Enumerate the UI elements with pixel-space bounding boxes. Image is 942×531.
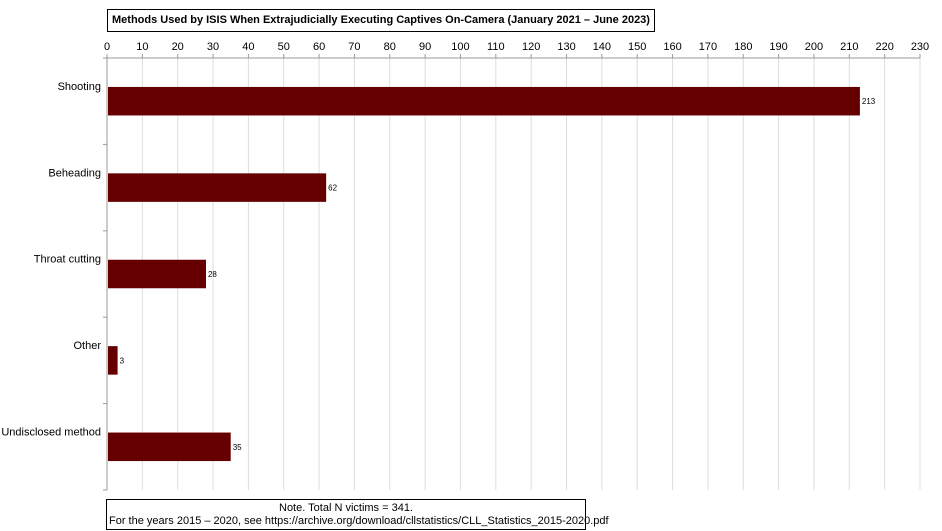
x-tick-label: 70 [348,41,360,53]
bar [108,86,860,116]
x-tick-label: 50 [278,41,290,53]
x-tick-label: 120 [522,41,540,53]
data-label: 35 [233,443,242,452]
data-label: 28 [208,270,217,279]
x-tick-label: 0 [104,41,110,53]
x-tick-label: 60 [313,41,325,53]
bar [108,432,231,462]
x-tick-label: 10 [136,41,148,53]
category-label: Other [73,340,101,352]
category-label: Beheading [48,167,101,179]
data-label: 213 [862,97,876,106]
x-tick-label: 180 [734,41,752,53]
x-tick-label: 200 [805,41,823,53]
x-tick-label: 30 [207,41,219,53]
x-tick-label: 110 [487,41,505,53]
category-label: Undisclosed method [1,427,101,439]
x-tick-label: 220 [875,41,893,53]
x-tick-label: 230 [911,41,929,53]
x-tick-label: 140 [593,41,611,53]
note-line-1: Note. Total N victims = 341. [279,502,413,514]
x-tick-label: 190 [769,41,787,53]
x-tick-label: 150 [628,41,646,53]
bar [108,173,327,202]
bar [108,346,118,375]
x-tick-label: 170 [699,41,717,53]
category-label: Shooting [58,81,101,93]
data-label: 62 [328,184,337,193]
data-label: 3 [120,356,125,365]
note-box: Note. Total N victims = 341. For the yea… [106,499,609,530]
bars [108,86,860,462]
x-tick-label: 210 [840,41,858,53]
x-tick-label: 20 [172,41,184,53]
x-tick-label: 160 [663,41,681,53]
gridlines [141,58,921,490]
category-label: Throat cutting [34,254,101,266]
x-tick-label: 80 [384,41,396,53]
labels: 0 10 20 30 40 50 60 70 80 90 100 110 120 130 140 150 160… [1,41,929,452]
chart-title: Methods Used by ISIS When Extrajudiciall… [107,9,655,32]
note-line-2: For the years 2015 – 2020, see https://a… [109,515,609,527]
x-tick-label: 100 [451,41,469,53]
x-tick-label: 90 [419,41,431,53]
x-tick-label: 40 [242,41,254,53]
axes [103,54,921,491]
x-tick-label: 130 [557,41,575,53]
bar [108,259,206,289]
